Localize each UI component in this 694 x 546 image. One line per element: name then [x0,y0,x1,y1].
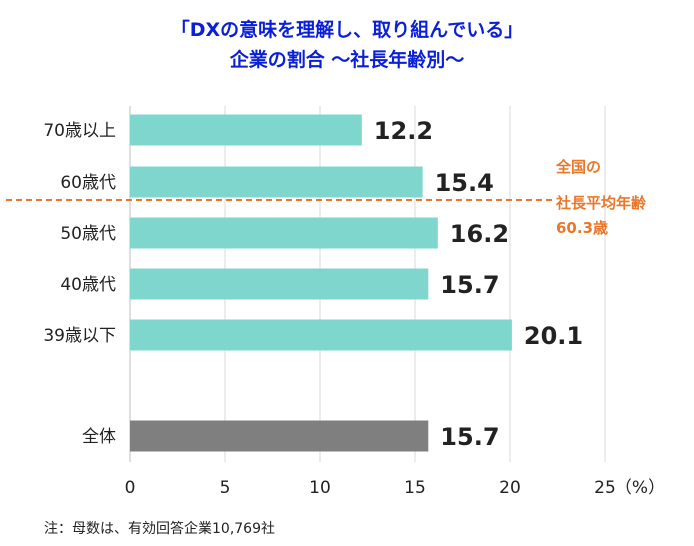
x-tick-label-15: 15 [404,478,426,498]
bar-age-2 [130,217,438,249]
average-age-label-line-1: 全国の [555,158,601,176]
value-label-4: 20.1 [524,322,583,350]
chart-title-line-1: 「DXの意味を理解し、取り組んでいる」 [171,18,523,41]
category-label-4: 39歳以下 [43,326,116,346]
bar-age-0 [130,114,362,146]
x-axis-unit: （%） [615,478,665,498]
value-label-3: 15.7 [440,271,499,299]
category-label-1: 60歳代 [60,173,116,193]
chart-title-line-2: 企業の割合 〜社長年齢別〜 [229,48,465,71]
x-tick-label-25: 25 [594,478,616,498]
x-tick-label-20: 20 [499,478,521,498]
category-label-3: 40歳代 [60,275,116,295]
bar-age-1 [130,166,423,198]
footnote: 注：母数は、有効回答企業10,769社 [44,520,275,537]
bar-age-4 [130,319,512,351]
average-age-label-line-2: 社長平均年齢 [555,194,647,212]
bar-age-3 [130,268,429,300]
bar-total [130,420,429,452]
x-tick-label-0: 0 [125,478,136,498]
average-age-label-line-3: 60.3歳 [556,219,608,237]
x-tick-label-5: 5 [220,478,231,498]
value-label-0: 12.2 [374,117,433,145]
x-tick-label-10: 10 [309,478,331,498]
category-label-5: 全体 [82,427,116,447]
value-label-2: 16.2 [450,220,509,248]
value-label-1: 15.4 [435,169,494,197]
value-label-5: 15.7 [440,423,499,451]
category-label-2: 50歳代 [60,224,116,244]
category-label-0: 70歳以上 [43,121,116,141]
